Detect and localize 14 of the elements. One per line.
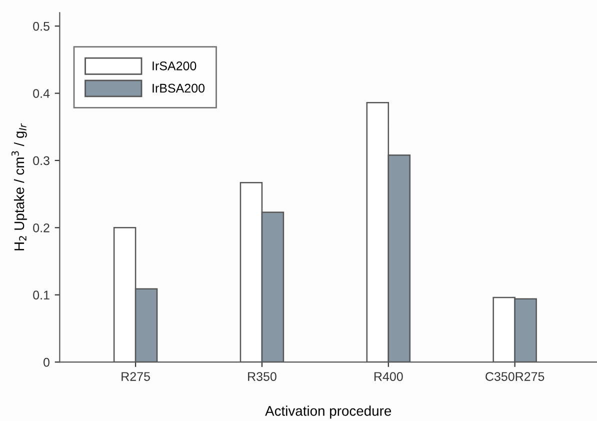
y-tick-label: 0.3: [33, 156, 50, 166]
y-axis-title: H$_{2}$ Uptake / cm$^{3}$ / g$_{Ir}$: [11, 123, 27, 250]
legend-label: IrBSA200: [152, 84, 205, 93]
y-tick-label: 0.1: [33, 290, 50, 300]
y-tick-label: 0: [44, 358, 50, 367]
x-tick-label: R400: [374, 372, 403, 381]
y-tick-label: 0.4: [33, 89, 50, 98]
x-tick-label: R350: [248, 372, 276, 381]
x-tick-label: C350R275: [486, 372, 544, 381]
legend-label: IrSA200: [152, 61, 196, 70]
y-tick-label: 0.2: [33, 223, 50, 232]
x-tick-label: R275: [122, 372, 150, 381]
x-axis-title: Activation procedure: [265, 406, 392, 419]
y-tick-label: 0.5: [33, 22, 50, 31]
